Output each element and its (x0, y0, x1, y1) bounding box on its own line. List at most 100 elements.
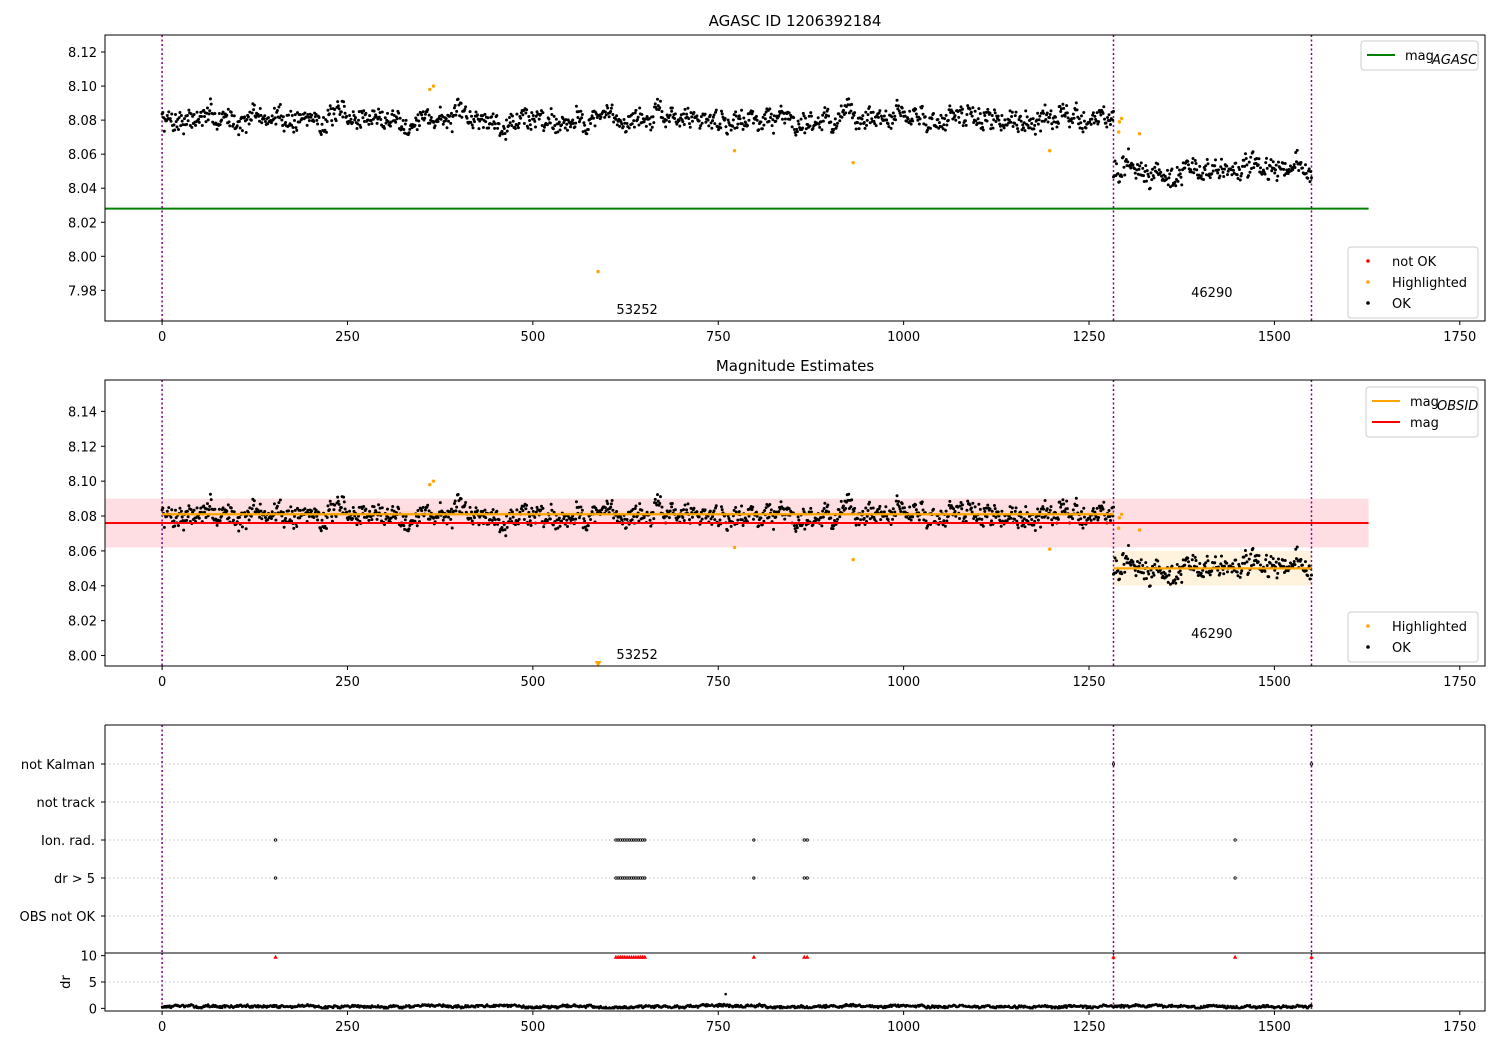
ok-point (884, 505, 888, 509)
ok-point (817, 122, 821, 126)
ok-point (1021, 519, 1025, 523)
ok-point (874, 124, 878, 128)
ok-point (574, 517, 578, 521)
flag-point (1233, 876, 1237, 880)
ok-point (795, 130, 799, 134)
ok-point (879, 122, 883, 126)
ok-point (632, 514, 636, 518)
flag-category-label: OBS not OK (20, 910, 96, 925)
ok-point (1109, 123, 1113, 127)
ok-point (315, 514, 319, 518)
ok-point (787, 111, 791, 115)
ok-point (553, 124, 557, 128)
ok-point (689, 111, 693, 115)
ok-point (1070, 117, 1074, 121)
ok-point (797, 518, 801, 522)
ok-point (914, 503, 918, 507)
ok-point (278, 103, 282, 107)
ok-point (221, 110, 225, 114)
ok-point (868, 121, 872, 125)
ok-point (1247, 557, 1251, 561)
ok-point (774, 515, 778, 519)
ok-point (1269, 158, 1273, 162)
ok-point (1040, 515, 1044, 519)
ok-point (891, 517, 895, 521)
ok-point (660, 109, 664, 113)
ok-point (250, 507, 254, 511)
ok-point (1002, 126, 1006, 130)
ok-point (990, 509, 994, 513)
ok-point (655, 503, 659, 507)
ok-point (833, 122, 837, 126)
ok-point (991, 126, 995, 130)
ok-point (1075, 504, 1079, 508)
ok-point (658, 106, 662, 110)
ok-point (1048, 116, 1052, 120)
ok-point (524, 111, 528, 115)
ok-point (1091, 506, 1095, 510)
ok-point (1091, 111, 1095, 115)
ok-point (552, 114, 556, 118)
ok-point (208, 492, 212, 496)
ok-point (1039, 507, 1043, 511)
ok-point (751, 109, 755, 113)
ok-point (763, 117, 767, 121)
ok-point (554, 117, 558, 121)
ok-point (1144, 576, 1148, 580)
ok-point (637, 519, 641, 523)
ok-point (247, 122, 251, 126)
mid-ytick-label: 8.06 (68, 545, 97, 560)
ok-point (293, 508, 297, 512)
ok-point (449, 507, 453, 511)
ok-point (181, 519, 185, 523)
ok-point (844, 111, 848, 115)
ok-point (551, 523, 555, 527)
ok-point (965, 112, 969, 116)
ok-point (804, 116, 808, 120)
ok-point (227, 120, 231, 124)
ok-point (289, 109, 293, 113)
mid-xtick-label: 0 (158, 675, 166, 690)
ok-point (1019, 119, 1023, 123)
ok-point (957, 115, 961, 119)
ok-point (179, 509, 183, 513)
ok-point (161, 110, 165, 114)
ok-point (1293, 563, 1297, 567)
ok-point (923, 115, 927, 119)
ok-point (973, 505, 977, 509)
ok-point (1193, 555, 1197, 559)
ok-point (993, 111, 997, 115)
ok-point (436, 119, 440, 123)
ok-point (1093, 114, 1097, 118)
mid-lower-legend-label: OK (1392, 641, 1411, 656)
ok-point (885, 118, 889, 122)
ok-point (764, 506, 768, 510)
ok-point (1082, 111, 1086, 115)
ok-point (714, 504, 718, 508)
ok-point (821, 119, 825, 123)
ok-point (200, 124, 204, 128)
mid-ytick-label: 8.00 (68, 650, 97, 665)
ok-point (178, 110, 182, 114)
ok-point (1010, 110, 1014, 114)
ok-point (403, 518, 407, 522)
ok-point (861, 509, 865, 513)
ok-point (377, 115, 381, 119)
ok-point (530, 506, 534, 510)
ok-point (1213, 164, 1217, 168)
ok-point (1166, 183, 1170, 187)
mid-upper-legend-label: mag (1410, 416, 1439, 431)
ok-point (449, 111, 453, 115)
top-lower-legend-marker (1366, 280, 1370, 284)
ok-point (599, 115, 603, 119)
ok-point (760, 523, 764, 527)
ok-point (390, 508, 394, 512)
ok-point (792, 116, 796, 120)
ok-point (792, 524, 796, 528)
ok-point (1088, 120, 1092, 124)
ok-point (534, 114, 538, 118)
ok-point (606, 502, 610, 506)
ok-point (1294, 547, 1298, 551)
ok-point (1219, 562, 1223, 566)
ok-point (274, 122, 278, 126)
